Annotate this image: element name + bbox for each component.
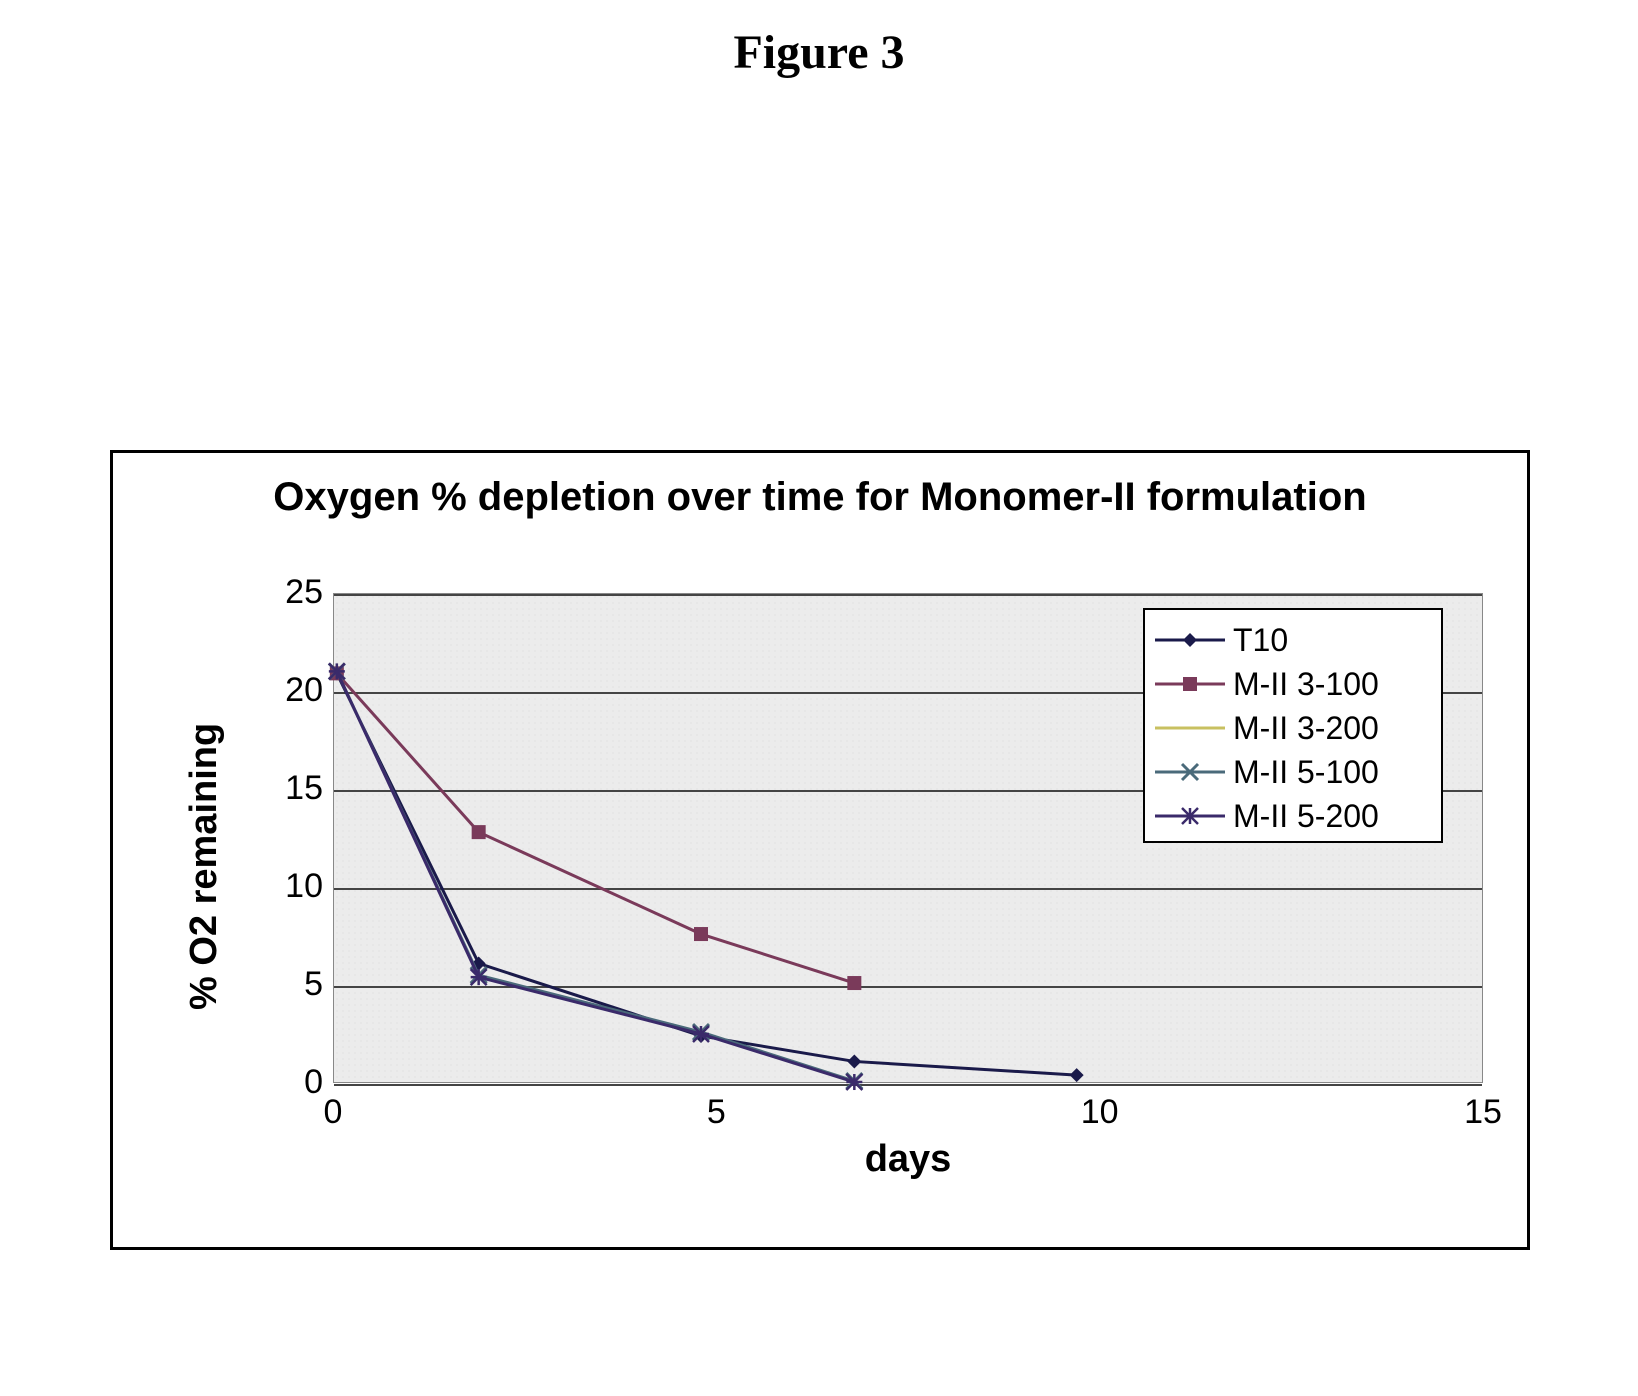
legend-marker-icon bbox=[1155, 710, 1225, 746]
series-line bbox=[337, 671, 855, 1082]
legend-item: M-II 5-200 bbox=[1155, 794, 1431, 838]
legend-label: M-II 5-200 bbox=[1233, 798, 1379, 835]
series-line bbox=[337, 673, 855, 983]
chart-container: Oxygen % depletion over time for Monomer… bbox=[110, 450, 1530, 1250]
chart-marker bbox=[1182, 764, 1198, 780]
series-line bbox=[337, 671, 855, 1081]
chart-marker bbox=[847, 1054, 861, 1068]
chart-marker bbox=[693, 1026, 709, 1042]
legend-marker-icon bbox=[1155, 798, 1225, 834]
legend-swatch bbox=[1155, 622, 1225, 658]
figure-title: Figure 3 bbox=[0, 25, 1638, 80]
legend-marker-icon bbox=[1155, 754, 1225, 790]
legend-swatch bbox=[1155, 666, 1225, 702]
chart-marker bbox=[694, 927, 708, 941]
legend-swatch bbox=[1155, 710, 1225, 746]
chart-marker bbox=[472, 825, 486, 839]
chart-marker bbox=[1070, 1068, 1084, 1082]
chart-marker bbox=[471, 969, 487, 985]
page: Figure 3 Oxygen % depletion over time fo… bbox=[0, 0, 1638, 1396]
chart-marker bbox=[1183, 633, 1197, 647]
legend-label: M-II 3-100 bbox=[1233, 666, 1379, 703]
chart-marker bbox=[846, 1074, 862, 1090]
legend-label: M-II 5-100 bbox=[1233, 754, 1379, 791]
legend-item: M-II 5-100 bbox=[1155, 750, 1431, 794]
chart-marker bbox=[1182, 808, 1198, 824]
chart-marker bbox=[847, 976, 861, 990]
chart-marker bbox=[1183, 677, 1197, 691]
legend-swatch bbox=[1155, 754, 1225, 790]
legend-label: M-II 3-200 bbox=[1233, 710, 1379, 747]
legend-marker-icon bbox=[1155, 622, 1225, 658]
legend-item: M-II 3-100 bbox=[1155, 662, 1431, 706]
legend-label: T10 bbox=[1233, 622, 1288, 659]
legend-item: T10 bbox=[1155, 618, 1431, 662]
chart-series-layer bbox=[113, 453, 1533, 1253]
legend-item: M-II 3-200 bbox=[1155, 706, 1431, 750]
legend-marker-icon bbox=[1155, 666, 1225, 702]
chart-legend: T10 M-II 3-100 M-II 3-200 M-II 5-100 M-II 5-… bbox=[1143, 608, 1443, 843]
series-line bbox=[337, 673, 1077, 1075]
legend-swatch bbox=[1155, 798, 1225, 834]
chart-marker bbox=[329, 663, 345, 679]
